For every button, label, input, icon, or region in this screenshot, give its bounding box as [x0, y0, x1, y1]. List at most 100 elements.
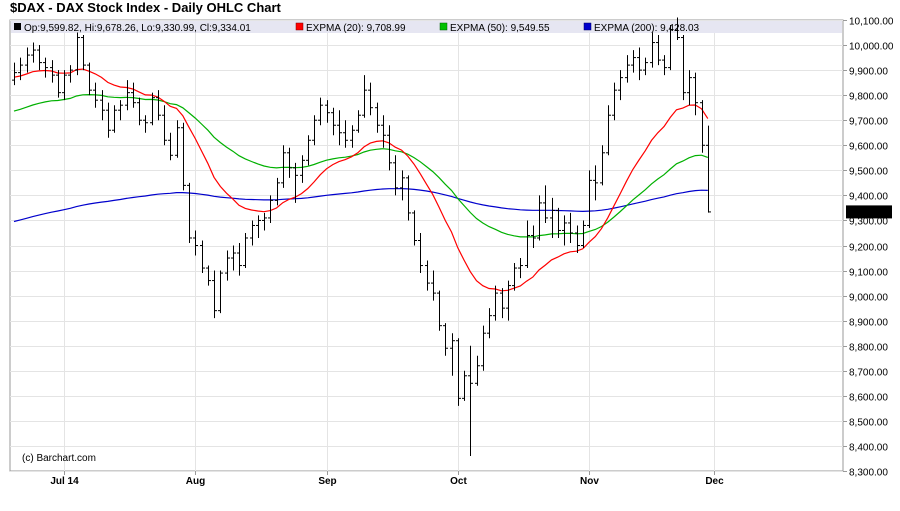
ohlc-bar: [462, 370, 467, 401]
y-tick-label: 9,500.00: [849, 167, 888, 178]
ohlc-bar: [418, 232, 423, 274]
ohlc-bar: [675, 17, 680, 41]
ohlc-bar: [262, 212, 267, 231]
ohlc-bar: [406, 175, 411, 221]
ohlc-bar: [225, 250, 230, 281]
x-tick-label: Oct: [450, 476, 467, 487]
ohlc-bar: [643, 57, 648, 76]
x-tick-label: Nov: [580, 476, 599, 487]
ohlc-bar: [437, 290, 442, 331]
ohlc-bar: [25, 47, 30, 73]
ohlc-bar: [256, 215, 261, 238]
ohlc-bar: [412, 210, 417, 246]
ohlc-bar: [500, 288, 505, 319]
last-price-marker: 9,334.01: [846, 205, 892, 219]
ohlc-bar: [350, 125, 355, 148]
ohlc-bars: [12, 17, 711, 456]
ema50-line: [13, 93, 708, 238]
last-price-label: 9,334.01: [849, 207, 888, 218]
ohlc-bar: [187, 182, 192, 243]
ohlc-bar: [100, 90, 105, 121]
ohlc-bar: [681, 35, 686, 101]
ema20-legend-label: EXPMA (20): 9,708.99: [306, 23, 406, 34]
ohlc-bar: [175, 120, 180, 158]
y-tick-label: 9,400.00: [849, 192, 888, 203]
y-tick-label: 8,900.00: [849, 318, 888, 329]
ohlc-bar: [31, 42, 36, 63]
ohlc-bar: [687, 70, 692, 106]
ohlc-bar: [650, 32, 655, 68]
ohlc-bar: [62, 70, 67, 101]
y-tick-label: 10,100.00: [849, 17, 894, 28]
ohlc-bar: [518, 258, 523, 279]
ohlc-bar: [537, 195, 542, 241]
ohlc-bar: [593, 165, 598, 201]
ohlc-bar: [575, 225, 580, 254]
ohlc-bar: [231, 245, 236, 271]
ohlc-bar: [343, 120, 348, 148]
ohlc-bar: [131, 82, 136, 108]
ohlc-bar: [87, 62, 92, 96]
ohlc-bar: [200, 240, 205, 274]
ohlc-bar: [612, 82, 617, 121]
ohlc-bar: [600, 145, 605, 186]
y-tick-label: 8,300.00: [849, 468, 888, 479]
chart-title: $DAX - DAX Stock Index - Daily OHLC Char…: [10, 0, 281, 15]
ohlc-bar: [456, 338, 461, 406]
y-tick-label: 9,600.00: [849, 142, 888, 153]
ohlc-bar: [150, 92, 155, 126]
y-tick-label: 9,800.00: [849, 92, 888, 103]
ohlc-bar: [268, 195, 273, 223]
ohlc-legend-swatch: [14, 23, 21, 30]
ohlc-bar: [218, 270, 223, 314]
y-tick-label: 10,000.00: [849, 42, 894, 53]
ema-layer: [13, 68, 709, 292]
ohlc-bar: [531, 225, 536, 249]
ohlc-bar: [550, 197, 555, 238]
ohlc-bar: [312, 115, 317, 146]
ohlc-bar: [137, 97, 142, 126]
ohlc-bar: [118, 100, 123, 121]
y-tick-label: 8,400.00: [849, 443, 888, 454]
ohlc-bar: [656, 35, 661, 66]
x-tick-label: Dec: [705, 476, 724, 487]
ohlc-bar: [81, 35, 86, 71]
ema50-legend: EXPMA (50): 9,549.55: [439, 22, 550, 34]
ohlc-bar: [468, 345, 473, 456]
ohlc-bar: [356, 110, 361, 133]
ohlc-bar: [393, 155, 398, 196]
ohlc-bar: [281, 145, 286, 188]
ohlc-bar: [431, 270, 436, 301]
ohlc-bar: [331, 107, 336, 136]
y-tick-label: 9,000.00: [849, 293, 888, 304]
y-tick-label: 8,700.00: [849, 368, 888, 379]
ema50-legend-swatch: [439, 22, 448, 31]
ohlc-bar: [325, 100, 330, 123]
ohlc-bar: [375, 102, 380, 133]
ohlc-bar: [381, 115, 386, 148]
ema20-legend-swatch: [295, 22, 304, 31]
ohlc-bar: [50, 60, 55, 83]
ohlc-bar: [156, 90, 161, 121]
y-tick-label: 8,800.00: [849, 343, 888, 354]
ohlc-bar: [487, 308, 492, 339]
y-axis: 10,100.00 10,000.00 9,900.00 9,800.00 9,700.…: [843, 17, 894, 479]
ohlc-bar: [425, 260, 430, 291]
y-tick-label: 8,600.00: [849, 393, 888, 404]
ema200-line: [13, 187, 708, 223]
y-tick-label: 9,200.00: [849, 243, 888, 254]
ohlc-bar: [181, 122, 186, 191]
y-tick-label: 8,500.00: [849, 418, 888, 429]
ema200-legend: EXPMA (200): 9,428.03: [583, 22, 700, 34]
ohlc-bar: [475, 355, 480, 386]
watermark: (c) Barchart.com: [22, 453, 96, 464]
ohlc-bar: [700, 100, 705, 153]
ohlc-bar: [562, 215, 567, 246]
ohlc-bar: [162, 105, 167, 146]
x-tick-label: Jul 14: [50, 476, 79, 487]
ohlc-bar: [293, 162, 298, 203]
ohlc-bar: [112, 105, 117, 133]
ohlc-bar: [43, 57, 48, 78]
ohlc-bar: [506, 280, 511, 321]
